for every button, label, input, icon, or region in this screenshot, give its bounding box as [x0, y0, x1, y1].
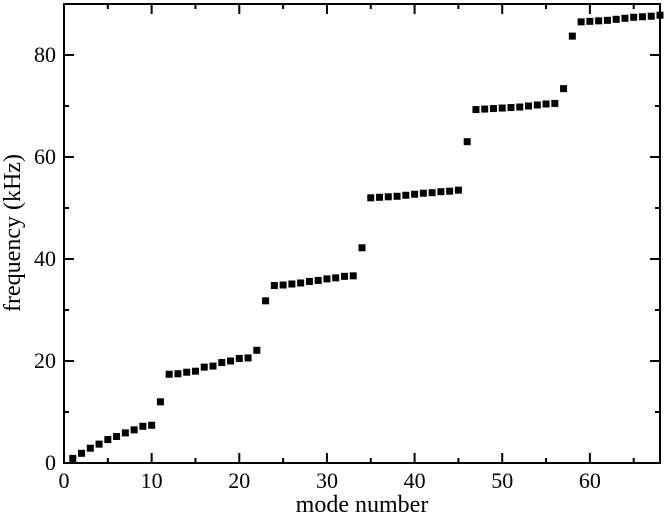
data-point [376, 193, 384, 201]
data-point [472, 106, 480, 114]
plot-frame [63, 3, 661, 464]
data-point [411, 190, 419, 198]
data-point [595, 17, 603, 25]
x-tick-label: 50 [491, 468, 513, 493]
data-point [130, 426, 138, 434]
data-point [139, 422, 147, 430]
data-point [516, 103, 524, 111]
y-tick-label: 0 [45, 450, 56, 475]
data-point [647, 12, 655, 20]
data-point [419, 189, 427, 197]
data-point [638, 13, 646, 21]
data-point [446, 187, 454, 195]
data-point [454, 186, 462, 194]
data-point [349, 272, 357, 280]
data-points [69, 11, 664, 462]
data-point [402, 191, 410, 199]
x-axis-ticks: 0 10 20 30 40 50 60 [59, 4, 635, 493]
data-point [200, 363, 208, 371]
x-tick-label: 20 [228, 468, 250, 493]
y-tick-label: 40 [34, 246, 56, 271]
data-point [656, 11, 664, 19]
data-point [218, 359, 226, 367]
data-point [227, 357, 235, 365]
data-point [340, 272, 348, 280]
data-point [525, 102, 533, 110]
data-point [148, 421, 156, 429]
data-point [603, 16, 611, 24]
data-point [183, 368, 191, 376]
data-point [121, 429, 129, 437]
data-point [69, 454, 77, 462]
data-point [533, 101, 541, 109]
data-point [174, 370, 182, 378]
data-point [270, 282, 278, 290]
y-tick-label: 20 [34, 348, 56, 373]
data-point [156, 398, 164, 406]
x-tick-label: 60 [579, 468, 601, 493]
data-point [297, 279, 305, 287]
data-point [253, 346, 261, 354]
data-point [428, 189, 436, 197]
data-point [279, 281, 287, 289]
data-point [191, 367, 199, 375]
data-point [393, 192, 401, 200]
data-point [95, 440, 103, 448]
data-point [507, 104, 515, 112]
y-axis-label: frequency (kHz) [0, 154, 26, 312]
data-point [86, 444, 94, 452]
data-point [551, 99, 559, 107]
data-point [463, 138, 471, 146]
data-point [612, 15, 620, 23]
data-point [262, 297, 270, 305]
x-tick-label: 0 [59, 468, 70, 493]
data-point [113, 432, 121, 440]
y-tick-label: 80 [34, 42, 56, 67]
data-point [498, 104, 506, 112]
data-point [78, 449, 86, 457]
data-point [104, 436, 112, 444]
x-tick-label: 40 [404, 468, 426, 493]
data-point [314, 276, 322, 284]
data-point [288, 280, 296, 288]
x-tick-label: 10 [141, 468, 163, 493]
data-point [305, 277, 313, 285]
data-point [489, 105, 497, 113]
data-point [577, 18, 585, 26]
data-point [630, 13, 638, 21]
data-point [235, 354, 243, 362]
data-point [384, 193, 392, 201]
data-point [437, 188, 445, 196]
y-axis-ticks: 0 20 40 60 80 [34, 3, 660, 475]
data-point [209, 362, 217, 370]
data-point [568, 32, 576, 40]
data-point [367, 194, 375, 202]
data-point [323, 275, 331, 283]
data-point [542, 100, 550, 108]
data-point [481, 105, 489, 113]
y-tick-label: 60 [34, 144, 56, 169]
data-point [358, 244, 366, 252]
data-point [332, 274, 340, 282]
data-point [586, 17, 594, 25]
data-point [560, 85, 568, 93]
data-point [165, 370, 173, 378]
x-tick-label: 30 [316, 468, 338, 493]
x-axis-label: mode number [296, 492, 429, 517]
data-point [621, 14, 629, 22]
data-point [244, 354, 252, 362]
